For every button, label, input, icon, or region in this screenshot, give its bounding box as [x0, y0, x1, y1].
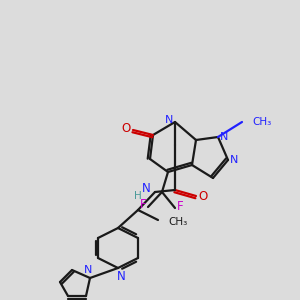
Text: N: N [84, 265, 92, 275]
Text: N: N [142, 182, 150, 196]
Text: CH₃: CH₃ [252, 117, 271, 127]
Text: O: O [122, 122, 130, 136]
Text: F: F [177, 200, 183, 212]
Text: O: O [198, 190, 208, 202]
Text: N: N [230, 155, 238, 165]
Text: N: N [117, 269, 125, 283]
Text: CH₃: CH₃ [168, 217, 187, 227]
Text: N: N [165, 115, 173, 125]
Text: N: N [220, 132, 228, 142]
Text: F: F [140, 199, 146, 212]
Text: H: H [134, 191, 142, 201]
